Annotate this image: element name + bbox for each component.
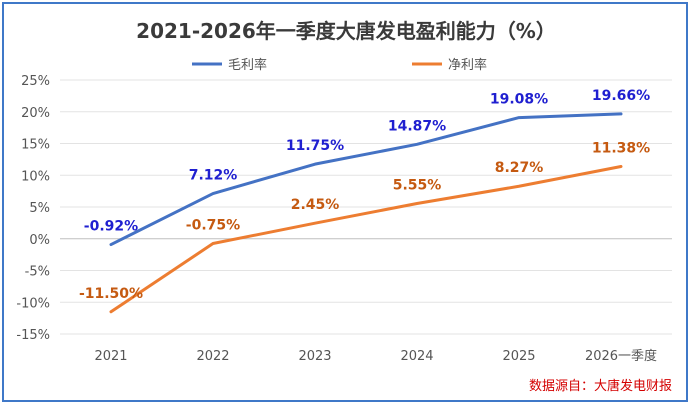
chart-title: 2021-2026年一季度大唐发电盈利能力（%） (136, 19, 556, 43)
y-axis: 25% 20% 15% 10% 5% 0% -5% -10% -15% (16, 74, 50, 343)
data-label: 2.45% (291, 197, 340, 213)
x-axis: 2021 2022 2023 2024 2025 2026一季度 (94, 348, 657, 364)
series-layer (109, 112, 623, 314)
data-label: -11.50% (79, 286, 143, 302)
grid (60, 79, 672, 335)
x-tick-label: 2023 (298, 349, 331, 364)
data-label: -0.75% (186, 218, 240, 234)
data-label: -0.92% (84, 219, 138, 235)
data-label: 7.12% (189, 168, 238, 184)
legend-label-net-margin: 净利率 (448, 57, 487, 73)
data-label: 8.27% (495, 160, 544, 176)
x-tick-label: 2022 (196, 349, 229, 364)
data-label: 19.66% (592, 88, 650, 104)
data-labels: -0.92% 7.12% 11.75% 14.87% 19.08% 19.66% -11.5… (79, 88, 650, 302)
y-tick-label: 5% (29, 201, 50, 216)
x-tick-label: 2025 (502, 349, 535, 364)
y-tick-label: -15% (16, 328, 50, 343)
series-line-net-margin (109, 164, 623, 314)
y-tick-label: 10% (21, 169, 50, 184)
data-label: 5.55% (393, 178, 442, 194)
y-tick-label: -10% (16, 296, 50, 311)
y-tick-label: 25% (21, 74, 50, 89)
y-tick-label: 0% (29, 233, 50, 248)
series-line-gross-margin (109, 112, 623, 247)
data-label: 11.75% (286, 138, 344, 154)
data-label: 14.87% (388, 118, 446, 134)
data-label: 19.08% (490, 92, 548, 108)
data-label: 11.38% (592, 140, 650, 156)
x-tick-label: 2024 (400, 349, 433, 364)
y-tick-label: 20% (21, 106, 50, 121)
source-note: 数据源自：大唐发电财报 (529, 378, 672, 394)
x-tick-label: 2021 (94, 349, 127, 364)
y-tick-label: -5% (25, 265, 50, 280)
legend: 毛利率 净利率 (192, 57, 487, 73)
chart-frame (2, 2, 688, 402)
y-tick-label: 15% (21, 138, 50, 153)
x-tick-label: 2026一季度 (585, 348, 657, 364)
legend-label-gross-margin: 毛利率 (228, 57, 267, 73)
